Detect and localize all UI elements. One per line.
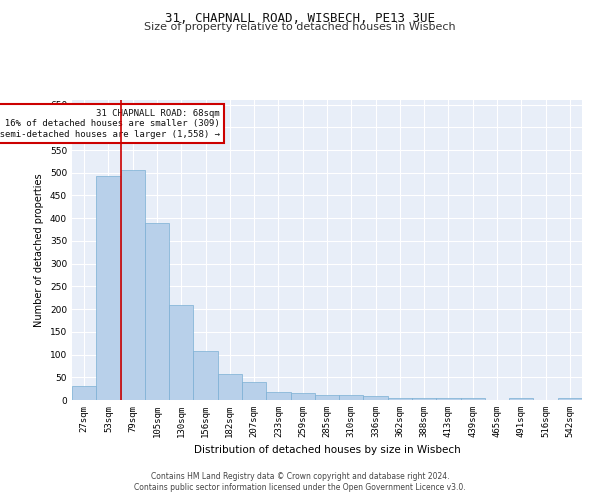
Text: Size of property relative to detached houses in Wisbech: Size of property relative to detached ho… [144, 22, 456, 32]
Bar [218, 374, 242, 400]
Bar [242, 382, 266, 400]
Bar [388, 398, 412, 400]
Bar [72, 386, 96, 400]
Bar [145, 222, 169, 400]
Y-axis label: Number of detached properties: Number of detached properties [34, 173, 44, 327]
Bar [290, 393, 315, 400]
Bar [121, 170, 145, 400]
Bar [193, 352, 218, 400]
Bar [436, 398, 461, 400]
Text: Contains HM Land Registry data © Crown copyright and database right 2024.: Contains HM Land Registry data © Crown c… [151, 472, 449, 481]
Text: Contains public sector information licensed under the Open Government Licence v3: Contains public sector information licen… [134, 484, 466, 492]
Bar [339, 396, 364, 400]
Bar [169, 304, 193, 400]
Bar [315, 394, 339, 400]
Bar [266, 392, 290, 400]
Bar [509, 398, 533, 400]
Bar [558, 398, 582, 400]
Text: 31, CHAPNALL ROAD, WISBECH, PE13 3UE: 31, CHAPNALL ROAD, WISBECH, PE13 3UE [165, 12, 435, 26]
Bar [412, 398, 436, 400]
Text: 31 CHAPNALL ROAD: 68sqm
← 16% of detached houses are smaller (309)
83% of semi-d: 31 CHAPNALL ROAD: 68sqm ← 16% of detache… [0, 109, 220, 139]
X-axis label: Distribution of detached houses by size in Wisbech: Distribution of detached houses by size … [194, 446, 460, 456]
Bar [364, 396, 388, 400]
Bar [461, 398, 485, 400]
Bar [96, 176, 121, 400]
